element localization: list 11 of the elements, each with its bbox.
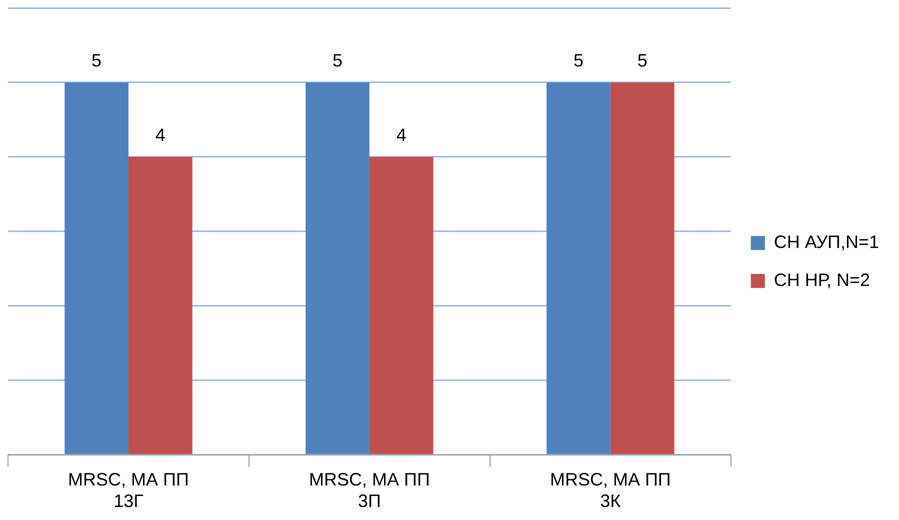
- data-label: 4: [396, 124, 406, 145]
- legend-label: СН АУП,N=1: [774, 232, 879, 252]
- data-label: 5: [573, 50, 584, 70]
- legend-label: СН НР, N=2: [774, 270, 870, 290]
- data-label: 5: [637, 50, 648, 70]
- data-label: 4: [155, 124, 166, 145]
- x-tick-label: MRSC, МА ПП 3П: [309, 470, 430, 512]
- x-tick-label: MRSC, МА ПП 13Г: [68, 470, 189, 512]
- data-label: 5: [332, 50, 343, 70]
- x-tick-label: MRSC, МА ПП 3К: [550, 470, 671, 512]
- data-label: 5: [92, 50, 102, 70]
